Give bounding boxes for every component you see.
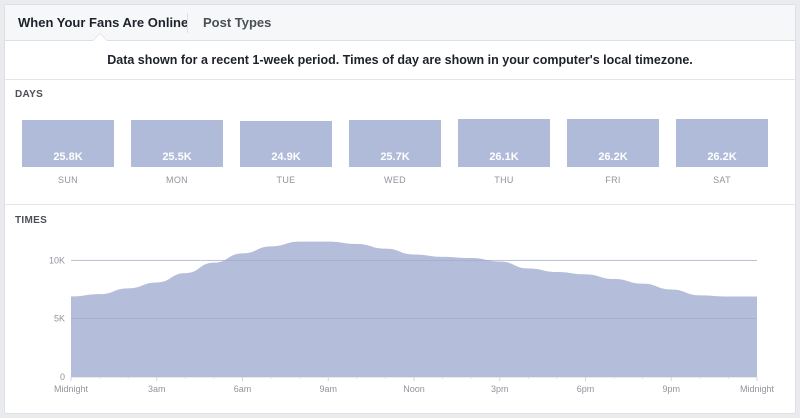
notice-divider <box>5 79 795 80</box>
times-area-chart: 0 5K 10K Midnight 3am 6am 9am Noon 3pm 6pm 9pm Midn… <box>5 205 795 407</box>
day-item-fri[interactable]: 26.2K FRI <box>567 115 659 185</box>
active-tab-caret-fill <box>93 34 107 41</box>
times-area-series[interactable] <box>71 242 757 377</box>
x-tick-label: 3am <box>148 384 166 394</box>
x-tick-label: Noon <box>403 384 425 394</box>
day-value-label: 24.9K <box>240 151 332 163</box>
day-value-label: 25.5K <box>131 151 223 163</box>
x-tick-label: Midnight <box>54 384 89 394</box>
day-item-thu[interactable]: 26.1K THU <box>458 115 550 185</box>
day-item-mon[interactable]: 25.5K MON <box>131 115 223 185</box>
day-label: SUN <box>22 175 114 185</box>
day-item-tue[interactable]: 24.9K TUE <box>240 115 332 185</box>
day-item-wed[interactable]: 25.7K WED <box>349 115 441 185</box>
tab-bar: When Your Fans Are Online Post Types <box>5 5 795 41</box>
day-value-label: 26.2K <box>567 151 659 163</box>
day-label: MON <box>131 175 223 185</box>
x-tick-label: 9am <box>319 384 337 394</box>
day-value-label: 25.7K <box>349 151 441 163</box>
day-label: THU <box>458 175 550 185</box>
x-tick-label: Midnight <box>740 384 775 394</box>
day-item-sun[interactable]: 25.8K SUN <box>22 115 114 185</box>
days-bar-chart: 25.8K SUN 25.5K MON 24.9K TUE 25.7K WED 26.1K THU… <box>22 115 772 185</box>
x-tick-label: 3pm <box>491 384 509 394</box>
x-tick-label: 9pm <box>662 384 680 394</box>
y-tick-label: 10K <box>49 255 65 265</box>
day-value-label: 25.8K <box>22 151 114 163</box>
tab-post-types[interactable]: Post Types <box>203 5 271 41</box>
x-tick-label: 6pm <box>577 384 595 394</box>
days-section-title: DAYS <box>15 89 43 100</box>
day-item-sat[interactable]: 26.2K SAT <box>676 115 768 185</box>
tab-separator <box>187 13 188 33</box>
day-value-label: 26.1K <box>458 151 550 163</box>
day-label: FRI <box>567 175 659 185</box>
day-value-label: 26.2K <box>676 151 768 163</box>
timezone-notice: Data shown for a recent 1-week period. T… <box>5 41 795 79</box>
day-label: TUE <box>240 175 332 185</box>
day-label: SAT <box>676 175 768 185</box>
y-tick-label: 0 <box>60 372 65 382</box>
x-tick-label: 6am <box>234 384 252 394</box>
y-tick-label: 5K <box>54 314 65 324</box>
day-label: WED <box>349 175 441 185</box>
insights-panel: When Your Fans Are Online Post Types Dat… <box>4 4 796 414</box>
